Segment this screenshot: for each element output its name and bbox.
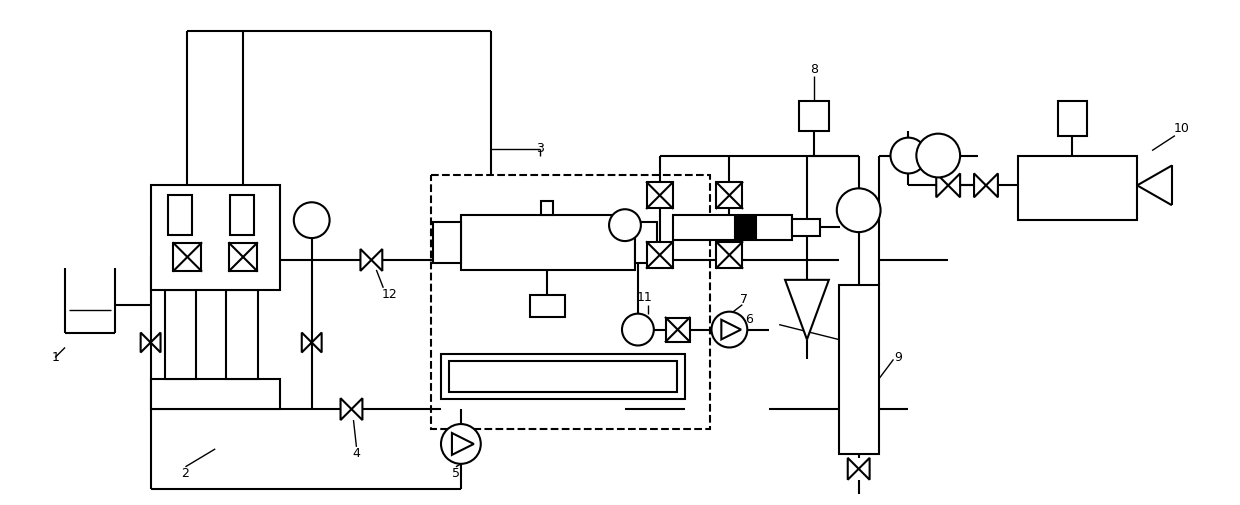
Bar — [461, 215, 635, 270]
Circle shape — [294, 203, 330, 238]
Polygon shape — [351, 398, 362, 420]
Circle shape — [609, 209, 641, 241]
Circle shape — [712, 312, 748, 347]
Bar — [165, 290, 196, 379]
Polygon shape — [140, 333, 150, 352]
Bar — [150, 185, 280, 290]
Bar — [229, 243, 257, 271]
Polygon shape — [150, 333, 160, 352]
Bar — [542, 201, 553, 215]
Polygon shape — [451, 433, 474, 455]
Bar — [1058, 101, 1087, 136]
Bar — [449, 362, 677, 392]
Bar — [441, 355, 684, 399]
Text: 3: 3 — [537, 142, 544, 155]
Bar — [169, 195, 192, 235]
Text: 10: 10 — [1174, 122, 1190, 135]
Text: 5: 5 — [451, 467, 460, 480]
Text: 4: 4 — [352, 447, 361, 461]
Bar — [666, 318, 689, 341]
Polygon shape — [361, 249, 371, 271]
Circle shape — [441, 424, 481, 464]
Bar — [647, 242, 673, 268]
Bar — [635, 222, 657, 263]
Circle shape — [622, 314, 653, 345]
Circle shape — [916, 134, 960, 177]
Circle shape — [890, 138, 926, 173]
Text: 6: 6 — [745, 313, 753, 326]
Bar — [226, 290, 258, 379]
Bar — [673, 215, 792, 240]
Bar — [838, 285, 879, 454]
Bar — [799, 101, 828, 131]
Polygon shape — [722, 320, 742, 339]
Bar — [717, 242, 743, 268]
Polygon shape — [975, 173, 986, 197]
Text: 7: 7 — [740, 293, 748, 306]
Bar — [150, 379, 280, 409]
Text: 9: 9 — [894, 351, 903, 364]
Bar — [433, 222, 461, 263]
Circle shape — [837, 188, 880, 232]
Polygon shape — [311, 333, 321, 352]
Bar — [1018, 156, 1137, 220]
Text: 12: 12 — [382, 288, 397, 301]
Polygon shape — [949, 173, 960, 197]
Text: 11: 11 — [637, 291, 652, 304]
Polygon shape — [371, 249, 382, 271]
Bar — [647, 182, 673, 208]
Polygon shape — [848, 458, 858, 480]
Bar — [529, 295, 565, 317]
Polygon shape — [936, 173, 949, 197]
Text: 2: 2 — [181, 467, 190, 480]
Polygon shape — [341, 398, 351, 420]
Bar — [717, 182, 743, 208]
Text: 8: 8 — [810, 63, 818, 76]
Polygon shape — [785, 280, 828, 339]
Text: 1: 1 — [51, 351, 60, 364]
Bar — [231, 195, 254, 235]
Polygon shape — [858, 458, 869, 480]
Bar — [792, 219, 820, 236]
Bar — [174, 243, 201, 271]
Bar — [432, 175, 709, 429]
Polygon shape — [986, 173, 998, 197]
Polygon shape — [301, 333, 311, 352]
Bar — [735, 217, 756, 238]
